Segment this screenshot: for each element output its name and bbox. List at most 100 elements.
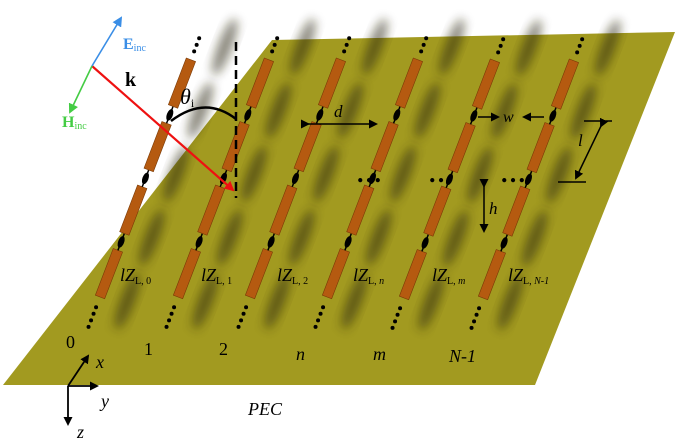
strip-shadow [366,209,392,266]
load-element [393,109,401,121]
strip-shadow [467,146,493,204]
w-label: w [503,109,514,126]
dot [395,312,400,317]
strip-shadow [192,272,218,330]
strip-shadow [163,145,189,203]
column-indices: 0 1 2 n m N-1 [66,332,476,366]
dot [270,49,275,54]
dot [318,311,323,316]
load-element [445,173,453,186]
dot [477,306,482,311]
load-element [316,109,324,121]
l-label: l [578,131,583,150]
strip-shadow [390,145,416,203]
dot [424,36,429,41]
load-element [524,173,532,186]
coordinate-axes: x y z [63,352,109,442]
strip-shadow [491,83,517,140]
strip-shadow [522,210,548,267]
e-vector-arrow [91,16,123,67]
metal-strip [245,57,274,109]
dot [86,324,91,329]
load-element [244,109,252,121]
strip-column-4 [390,37,506,330]
load-label-n-minus-1: lZL, N-1 [508,265,549,287]
metal-strip [119,184,148,236]
strip-shadow [241,145,267,203]
x-axis-label: x [95,352,104,372]
k-vector-arrow [91,65,235,192]
metal-strip [550,58,579,110]
column-index-0: 0 [66,332,75,352]
strip-shadow [264,272,290,330]
metal-strip [244,248,273,300]
metal-strip [447,122,476,174]
theta-i-label: θi [180,84,195,110]
load-element [500,237,508,249]
strip-shadow [187,82,213,139]
dot [342,49,347,54]
strip-shadow [313,145,339,203]
z-axis-label: z [76,422,84,442]
dot [91,311,96,316]
load-element [141,172,149,185]
column-index-m: m [373,344,386,364]
ellipsis-1: … [356,159,382,188]
strip-column-2 [236,36,352,329]
dot [172,305,177,310]
load-element [549,110,557,122]
dot [192,49,197,54]
metal-strip [321,248,350,300]
strip-shadow [265,82,291,139]
metal-strip [502,185,531,237]
dot [316,318,321,323]
strip-shadow [139,209,165,266]
dot [577,43,582,48]
strip-column-3 [313,36,429,329]
load-label-n: lZL, n [353,265,384,287]
metal-strip [197,184,226,236]
dot [496,50,501,55]
dot [321,305,326,310]
metal-strip [477,249,506,301]
metal-strip [394,57,423,109]
strip-shadow [443,210,469,267]
pec-label: PEC [247,399,283,419]
h-label: h [489,199,498,218]
dot [421,42,426,47]
dot [398,306,403,311]
load-element [166,109,174,121]
metal-strip [167,57,196,109]
dot [169,311,174,316]
dot [89,318,94,323]
load-element [267,236,275,248]
l-dimension-line [574,117,609,180]
metal-strip [172,248,201,300]
dot [347,36,352,41]
load-labels: lZL, 0 lZL, 1 lZL, 2 lZL, n lZL, m lZL, … [120,265,549,287]
strip-shadow [217,209,243,266]
strip-shadow [290,18,316,76]
strip-shadow [289,209,315,266]
ellipsis-2: … [428,159,454,188]
theta-arc [170,106,237,122]
load-label-1: lZL, 1 [201,265,232,287]
column-index-2: 2 [219,339,228,359]
h-vector-arrow [68,65,93,114]
dot [472,319,477,324]
strip-column-5 [469,37,585,330]
strip-shadow [497,273,523,331]
metal-strip [423,185,452,237]
metal-strip [317,57,346,109]
column-index-n: n [296,344,305,364]
dot [393,319,398,324]
k-label: k [125,69,137,91]
metal-strip [269,184,298,236]
load-element [291,172,299,185]
strip-shadow [546,146,572,204]
dot [167,318,172,323]
strip-shadow [595,19,621,77]
dot [194,42,199,47]
dot [94,305,99,310]
strip-shadow [341,272,367,330]
